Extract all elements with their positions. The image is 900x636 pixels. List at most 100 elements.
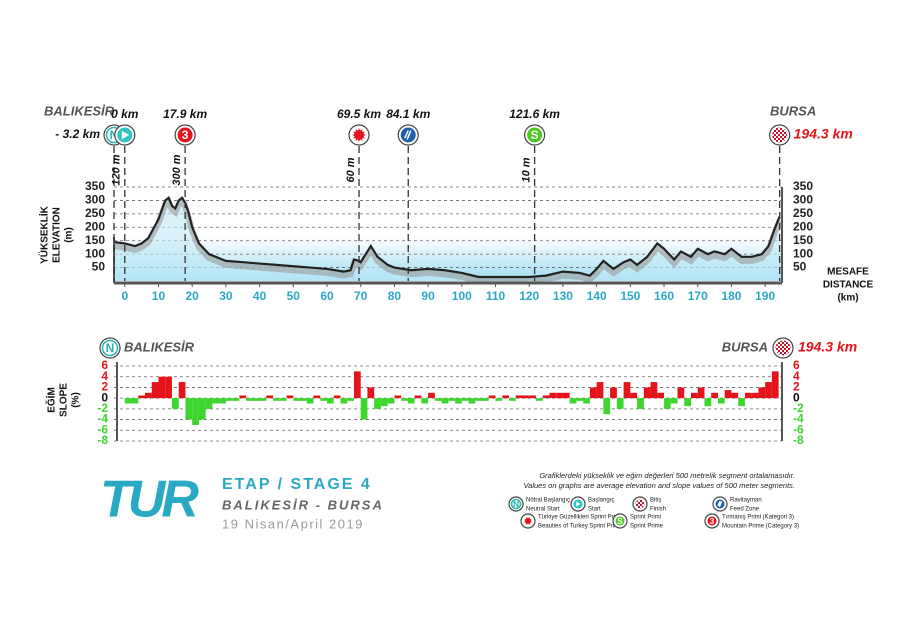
y-tick-label: 150	[85, 233, 105, 247]
slope-bar	[765, 382, 772, 399]
axis-title: SLOPE	[59, 383, 70, 417]
slope-bar	[616, 398, 624, 409]
slope-bar	[165, 376, 172, 399]
slope-bar	[724, 390, 732, 399]
y-tick-label: 250	[85, 206, 105, 220]
slope-bar	[482, 398, 489, 401]
icon-feed	[712, 496, 728, 512]
y-tick-label: 50	[793, 260, 807, 274]
y-tick-label: 6	[793, 358, 800, 372]
slope-bar	[704, 398, 712, 407]
icon-beauty	[520, 513, 536, 529]
icon-start	[570, 496, 586, 512]
axis-title: (km)	[837, 293, 858, 304]
x-tick-label: 90	[421, 289, 435, 303]
slope-bar	[583, 398, 590, 404]
x-tick-label: 140	[587, 289, 607, 303]
slope-bar	[434, 398, 442, 401]
icon-star	[523, 516, 533, 526]
slope-bar	[589, 387, 597, 399]
slope-bar	[562, 392, 570, 399]
route: BALIKESİR - BURSA	[222, 497, 384, 512]
legend-label: Start	[588, 507, 601, 513]
icon-text: 3	[182, 128, 189, 142]
slope-bar	[509, 398, 516, 401]
slope-bar	[623, 382, 631, 399]
slope-bar	[475, 398, 483, 401]
y-tick-label: -6	[97, 422, 108, 436]
x-tick-label: 80	[388, 289, 402, 303]
slope-bar	[643, 387, 651, 399]
slope-bar	[637, 398, 644, 409]
x-tick-label: 110	[486, 289, 506, 303]
slope-bar	[131, 398, 139, 404]
x-tick-label: 170	[688, 289, 708, 303]
slope-bar	[145, 392, 152, 399]
slope-bar	[738, 398, 745, 407]
slope-bar	[367, 387, 375, 399]
x-tick-label: 100	[452, 289, 472, 303]
slope-bar	[151, 382, 159, 399]
y-tick-label: 250	[793, 206, 813, 220]
icon-disc	[707, 516, 717, 526]
icon-mountain: 3	[174, 124, 196, 146]
slope-bar	[448, 398, 456, 401]
icon-triangle	[576, 501, 581, 507]
slope-bar	[711, 392, 718, 399]
icon-text: 3	[710, 516, 715, 526]
altitude-label: 120 m	[111, 154, 123, 185]
slope-bar	[387, 398, 395, 404]
y-tick-label: 50	[92, 260, 106, 274]
marker-label: 0 km	[111, 107, 139, 121]
slope-bar	[495, 398, 503, 401]
y-tick-label: 2	[793, 380, 800, 394]
slope-bar	[239, 395, 247, 399]
slope-bar	[252, 398, 260, 401]
slope-bar	[138, 395, 146, 399]
y-tick-label: -4	[793, 412, 804, 426]
slope-bar	[205, 398, 213, 409]
y-tick-label: 6	[101, 358, 108, 372]
slope-bar	[697, 387, 705, 399]
altitude-label: 60 m	[345, 157, 357, 182]
icon-finish	[769, 124, 791, 146]
slope-bar	[691, 392, 698, 399]
marker-label: - 3.2 km	[55, 127, 100, 141]
icon-disc	[775, 340, 791, 356]
altitude-label: 300 m	[171, 154, 183, 185]
icon-text: S	[531, 128, 539, 142]
note: Values on graphs are average elevation a…	[523, 481, 795, 490]
slope-bar	[347, 398, 354, 401]
y-tick-label: -4	[97, 412, 108, 426]
slope-bar	[744, 392, 752, 399]
icon-text: N	[513, 499, 519, 509]
x-tick-label: 70	[354, 289, 368, 303]
slope-bar	[549, 392, 557, 399]
x-tick-label: 0	[121, 289, 128, 303]
slope-bar	[421, 398, 429, 404]
axis-title: ELEVATION	[52, 207, 63, 263]
legend-label: Beauties of Turkey Sprint Prime	[538, 524, 623, 530]
y-tick-label: 300	[793, 193, 813, 207]
icon-text: S	[617, 516, 623, 526]
slope-bar	[677, 387, 685, 399]
x-tick-label: 40	[253, 289, 267, 303]
slope-bar	[225, 398, 233, 401]
y-tick-label: 100	[85, 246, 105, 260]
slope-bar	[293, 398, 301, 401]
slope-bar	[374, 398, 381, 409]
x-tick-label: 20	[186, 289, 200, 303]
slope-bar	[603, 398, 611, 415]
altitude-label: 10 m	[521, 157, 533, 182]
y-tick-label: 300	[85, 193, 105, 207]
place-name: BALIKESİR	[44, 103, 115, 118]
icon-disc	[101, 339, 119, 357]
slope-bar	[259, 398, 267, 401]
slope-bar	[758, 387, 766, 399]
marker-label: 194.3 km	[794, 126, 853, 142]
slope-bar	[320, 398, 328, 401]
slope-bar	[232, 398, 240, 401]
slope-bar	[596, 382, 604, 399]
slope-bar	[650, 382, 658, 399]
x-tick-label: 190	[755, 289, 775, 303]
